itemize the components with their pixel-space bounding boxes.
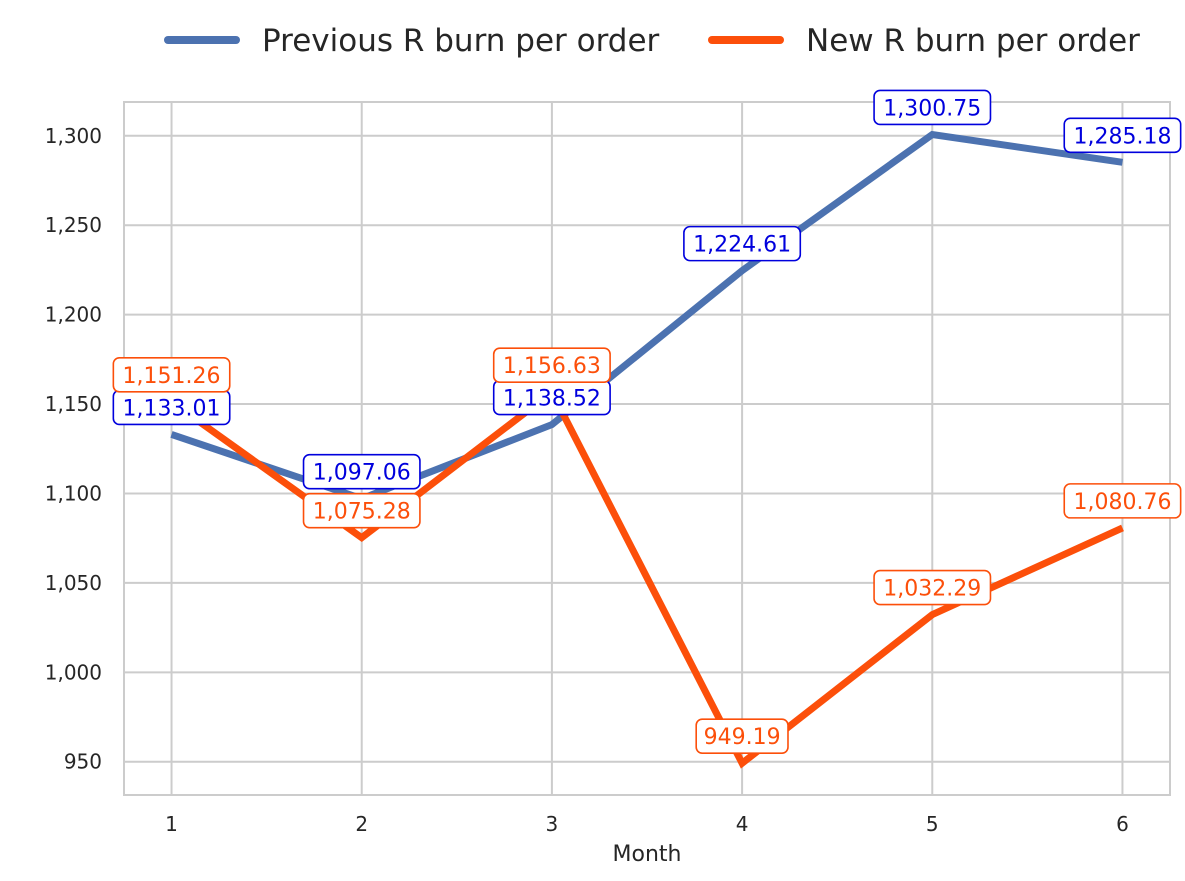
data-label: 949.19	[695, 718, 789, 754]
data-label-box	[873, 89, 992, 126]
data-label-box	[683, 225, 802, 262]
series-line-previous	[170, 130, 1124, 503]
legend: Previous R burn per order New R burn per …	[164, 23, 1140, 59]
data-label-box	[1063, 117, 1182, 154]
data-label-text: 1,097.06	[313, 461, 411, 486]
data-label: 1,151.26	[112, 357, 231, 393]
data-label-text: 1,133.01	[123, 396, 221, 421]
data-label-text: 1,138.52	[503, 387, 601, 412]
data-label-text: 1,224.61	[693, 233, 791, 258]
data-label: 1,097.06	[302, 453, 421, 490]
data-label: 1,138.52	[492, 379, 611, 416]
data-label: 1,080.76	[1063, 483, 1182, 519]
data-label-text: 1,156.63	[503, 354, 601, 379]
plot-frame	[123, 101, 1171, 796]
data-label-text: 1,075.28	[313, 500, 411, 525]
y-tick-label: 1,050	[45, 571, 102, 595]
data-label-box	[302, 492, 421, 529]
y-tick-label: 1,100	[45, 481, 102, 505]
data-label-box	[873, 569, 992, 606]
data-label-text: 1,080.76	[1073, 490, 1171, 515]
data-label-box	[492, 347, 611, 384]
data-label: 1,224.61	[683, 225, 802, 262]
data-label-text: 1,151.26	[123, 364, 221, 389]
x-axis-title: Month	[613, 842, 682, 867]
data-label-layer: 1,133.01 1,097.06 1,138.52 1,224.61 1,300.75…	[112, 89, 1182, 754]
data-label: 1,032.29	[873, 569, 992, 606]
y-tick-label: 1,250	[45, 213, 102, 237]
data-label: 1,075.28	[302, 492, 421, 529]
grid-layer	[124, 102, 1170, 795]
y-tick-label: 1,300	[45, 124, 102, 148]
legend-item-new: New R burn per order	[708, 23, 1140, 59]
data-label-box	[695, 718, 789, 754]
y-tick-label: 1,200	[45, 303, 102, 327]
x-tick-label: 2	[355, 812, 368, 836]
y-tick-label: 1,150	[45, 392, 102, 416]
x-tick-label: 6	[1116, 812, 1129, 836]
data-label-text: 949.19	[704, 725, 781, 750]
legend-item-previous: Previous R burn per order	[164, 23, 660, 59]
data-label: 1,300.75	[873, 89, 992, 126]
x-tick-label: 3	[546, 812, 559, 836]
data-label-text: 1,285.18	[1073, 124, 1171, 149]
data-label-box	[1063, 483, 1182, 519]
y-tick-label: 1,000	[45, 660, 102, 684]
data-label: 1,285.18	[1063, 117, 1182, 154]
x-tick-label: 5	[926, 812, 939, 836]
x-tick-label: 4	[736, 812, 749, 836]
tick-label-layer: 1 2 3 4 5 6 950 1,000 1,050 1,100 1,150 1,200 1,250 1…	[45, 124, 1129, 836]
data-label-box	[112, 357, 231, 393]
data-label-text: 1,300.75	[883, 96, 981, 121]
data-label-text: 1,032.29	[883, 577, 981, 602]
legend-label: Previous R burn per order	[262, 23, 660, 59]
data-label: 1,133.01	[112, 389, 231, 426]
legend-label: New R burn per order	[806, 23, 1140, 59]
y-tick-label: 950	[64, 750, 102, 774]
series-layer	[169, 130, 1124, 769]
data-label: 1,156.63	[492, 347, 611, 384]
data-label-box	[302, 453, 421, 490]
x-tick-label: 1	[165, 812, 178, 836]
